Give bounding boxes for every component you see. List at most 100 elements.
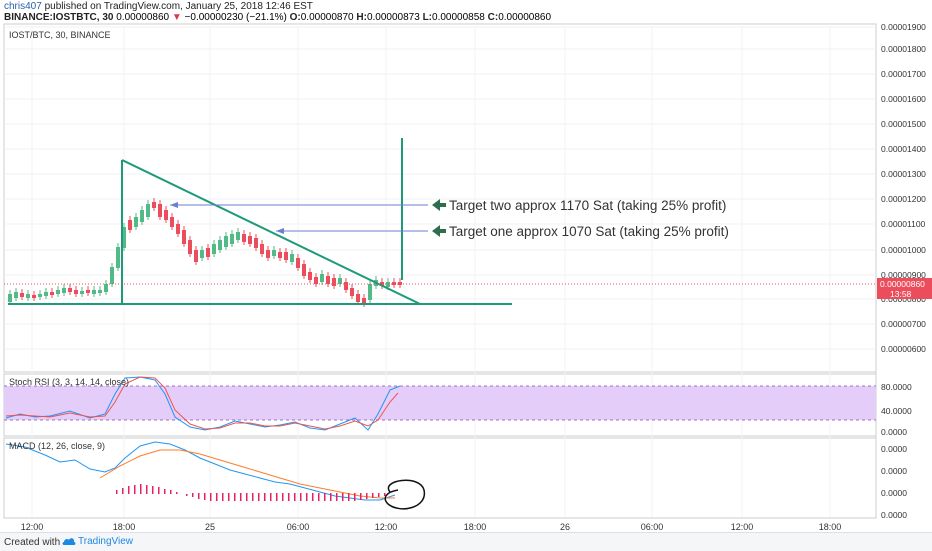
chart-svg[interactable]: 0.00001900 0.00001800 0.00001700 0.00001600… [0,22,932,532]
candle-body [194,250,198,262]
time-axis-label: 06:00 [641,522,664,532]
macd-histogram-bar [192,493,194,497]
macd-scale-4: 0.0000 [881,510,907,520]
candle-body [86,290,90,293]
main-pane[interactable] [3,23,877,373]
target-two-arrowhead [170,202,178,208]
chart-area[interactable]: 0.00001900 0.00001800 0.00001700 0.00001600… [0,22,932,532]
candle-body [218,240,222,250]
macd-histogram-bar [366,493,368,499]
countdown-tag [877,289,932,299]
candle-body [278,252,282,258]
price-scale-label: 0.00001300 [881,169,926,179]
time-axis-label: 12:00 [21,522,44,532]
candle-body [32,295,36,298]
macd-histogram-bar [246,493,248,501]
macd-scale-3: 0.0000 [881,488,907,498]
candle-body [68,288,72,292]
price-scale-label: 0.00001600 [881,94,926,104]
candle-body [236,232,240,240]
candle-body [212,244,216,254]
annotation-target-one[interactable]: Target one approx 1070 Sat (taking 25% p… [449,224,729,239]
stoch-rsi-d-line [5,376,399,430]
candle-body [14,292,18,298]
close-value: 0.00000860 [498,12,552,23]
candle-body [200,250,204,258]
macd-histogram-bar [306,493,308,501]
chart-title: IOST/BTC, 30, BINANCE [9,30,111,40]
last-price: 0.00000860 [116,12,170,23]
candle-body [134,217,138,227]
candle-body [164,210,168,220]
price-scale-label: 0.00000700 [881,319,926,329]
author-link[interactable]: chris407 [4,1,42,12]
candle-body [260,244,264,254]
candle-body [26,294,30,298]
created-with-text: Created with [4,537,61,548]
candle-body [8,294,12,302]
candle-body [296,258,300,268]
macd-histogram-bar [252,493,254,501]
macd-histogram-bar [258,493,260,501]
low-label: L: [422,12,433,23]
macd-histogram-bar [140,484,142,494]
price-axis[interactable] [876,24,932,518]
price-scale-label: 0.00001000 [881,245,926,255]
candle-body [98,290,102,293]
candle-body [230,234,234,244]
rsi-scale-40: 40.0000 [881,406,912,416]
price-scale-label: 0.00001800 [881,44,926,54]
candle-body [368,284,372,300]
candle-body [74,290,78,294]
macd-histogram-bar [318,493,320,501]
candle-body [140,210,144,222]
macd-histogram-bar [152,486,154,494]
macd-histogram-bar [122,488,124,494]
close-label: C: [487,12,499,23]
candle-body [350,288,354,296]
candle-body [38,294,42,297]
time-axis-label: 12:00 [375,522,398,532]
macd-histogram-bar [186,494,188,496]
time-axis-label: 18:00 [464,522,487,532]
candle-body [158,204,162,217]
macd-scale-2: 0.0000 [881,466,907,476]
annotation-target-two[interactable]: Target two approx 1170 Sat (taking 25% p… [449,198,726,213]
high-value: 0.00000873 [366,12,420,23]
time-axis-label: 26 [560,522,570,532]
left-arrow-icon [432,225,446,237]
candle-body [332,278,336,286]
price-scale-label: 0.00001500 [881,119,926,129]
macd-histogram-bar [210,493,212,501]
macd-histogram-bar [204,493,206,500]
candle-body [152,202,156,208]
ohlc-legend: BINANCE:IOSTBTC, 30 0.00000860 ▼ −0.0000… [4,12,551,23]
macd-histogram-bar [240,493,242,501]
handdrawn-circle[interactable] [384,479,425,510]
down-triangle-icon: ▼ [171,12,182,23]
price-scale-label: 0.00001700 [881,69,926,79]
macd-histogram-bar [228,493,230,501]
rsi-label: Stoch RSI (3, 3, 14, 14, close) [9,377,129,387]
high-label: H: [356,12,367,23]
macd-histogram-bar [222,493,224,501]
macd-histogram-bar [158,487,160,494]
candle-body [176,224,180,234]
macd-histogram-bar [282,493,284,501]
candle-body [188,240,192,254]
triangle-hypotenuse[interactable] [121,159,421,305]
tradingview-brand: TradingView [78,536,134,547]
tradingview-logo[interactable]: TradingView [62,536,133,547]
macd-histogram-bar [294,493,296,501]
macd-histogram-bar [288,493,290,501]
candle-body [284,252,288,260]
macd-histogram-bar [354,493,356,501]
candle-body [116,247,120,268]
macd-histogram [116,484,386,501]
candle-body [128,220,132,230]
chart-header: chris407 published on TradingView.com, J… [0,0,932,23]
candle-body [356,294,360,302]
macd-histogram-bar [336,493,338,501]
candle-body [314,277,318,284]
candle-body [326,276,330,284]
